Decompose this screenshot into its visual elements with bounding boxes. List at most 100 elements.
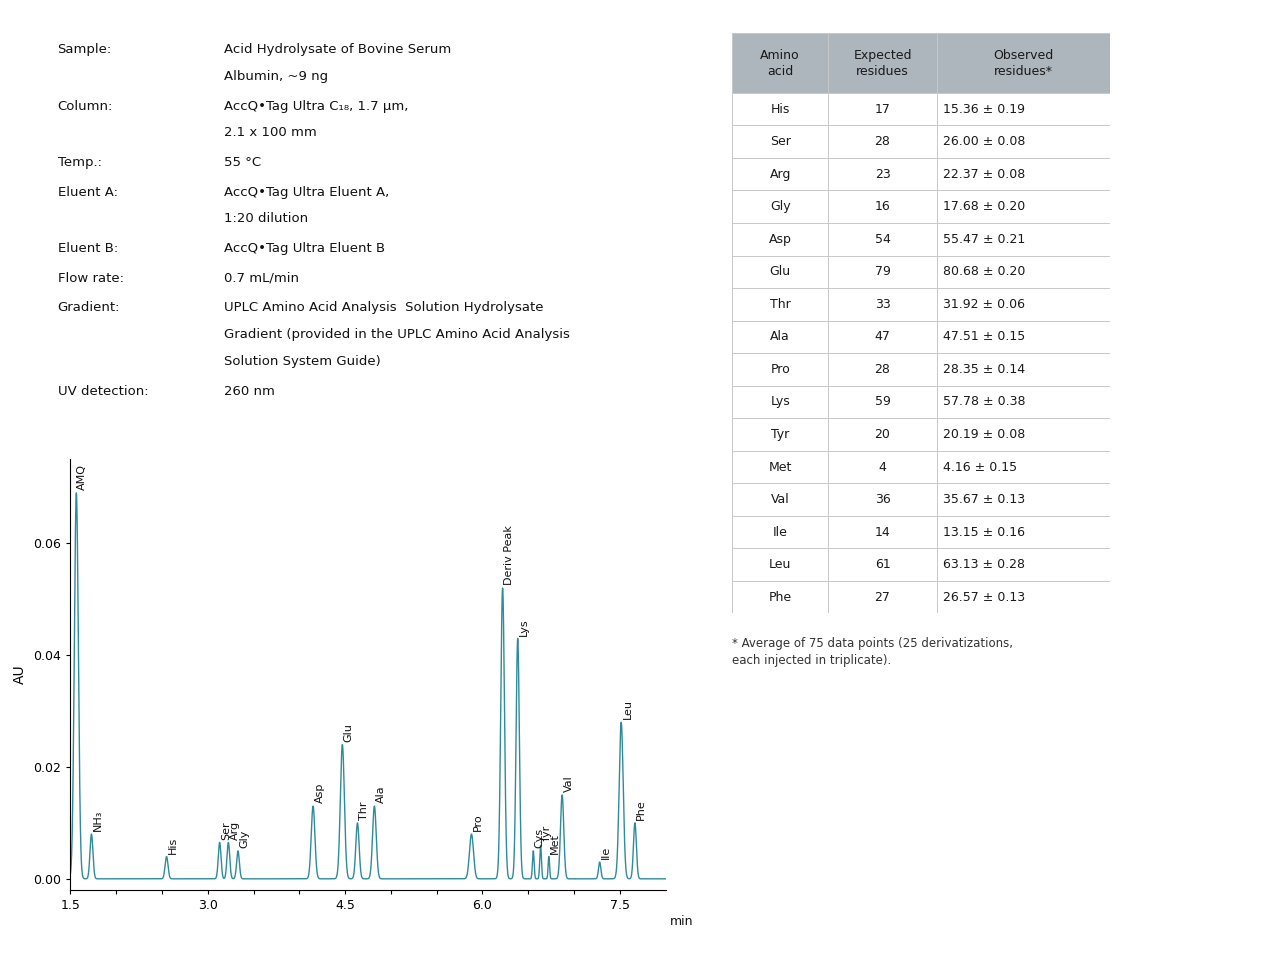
Bar xyxy=(828,548,937,581)
Text: AccQ•Tag Ultra Eluent B: AccQ•Tag Ultra Eluent B xyxy=(224,242,385,256)
Text: Met: Met xyxy=(768,460,792,474)
Text: 61: 61 xyxy=(874,558,891,571)
Text: Gradient:: Gradient: xyxy=(58,301,120,315)
Bar xyxy=(937,581,1110,613)
Text: 35.67 ± 0.13: 35.67 ± 0.13 xyxy=(943,493,1025,506)
Text: 36: 36 xyxy=(874,493,891,506)
Text: Ser: Ser xyxy=(769,135,791,148)
Bar xyxy=(732,158,828,190)
Bar xyxy=(828,353,937,386)
Text: Ala: Ala xyxy=(376,786,385,803)
Text: Acid Hydrolysate of Bovine Serum: Acid Hydrolysate of Bovine Serum xyxy=(224,43,452,56)
Text: Amino
acid: Amino acid xyxy=(760,49,800,78)
Bar xyxy=(732,451,828,483)
Bar xyxy=(828,483,937,516)
Text: His: His xyxy=(168,836,178,854)
Text: Gly: Gly xyxy=(769,200,791,213)
Bar xyxy=(732,353,828,386)
Text: Expected
residues: Expected residues xyxy=(854,49,911,78)
Text: 1:20 dilution: 1:20 dilution xyxy=(224,212,308,226)
Bar xyxy=(732,190,828,223)
Bar xyxy=(937,190,1110,223)
Text: 15.36 ± 0.19: 15.36 ± 0.19 xyxy=(943,102,1025,116)
Bar xyxy=(828,418,937,451)
Text: 0.7 mL/min: 0.7 mL/min xyxy=(224,272,300,285)
Text: 22.37 ± 0.08: 22.37 ± 0.08 xyxy=(943,167,1025,181)
Text: 260 nm: 260 nm xyxy=(224,385,275,398)
Bar xyxy=(828,256,937,288)
Bar xyxy=(937,158,1110,190)
Bar xyxy=(828,581,937,613)
Bar xyxy=(828,288,937,321)
Text: Val: Val xyxy=(771,493,790,506)
Bar xyxy=(828,93,937,125)
Text: min: min xyxy=(671,915,694,928)
Bar xyxy=(828,190,937,223)
Text: 4: 4 xyxy=(878,460,887,474)
Text: Glu: Glu xyxy=(769,265,791,278)
Bar xyxy=(732,516,828,548)
Text: Lys: Lys xyxy=(771,395,790,409)
Text: 28: 28 xyxy=(874,135,891,148)
Text: UV detection:: UV detection: xyxy=(58,385,148,398)
Text: Observed
residues*: Observed residues* xyxy=(993,49,1053,78)
Text: Lys: Lys xyxy=(520,618,529,635)
Text: Gly: Gly xyxy=(239,830,250,848)
Text: 26.57 ± 0.13: 26.57 ± 0.13 xyxy=(943,590,1025,604)
Text: Eluent B:: Eluent B: xyxy=(58,242,118,256)
Bar xyxy=(937,386,1110,418)
Text: Eluent A:: Eluent A: xyxy=(58,186,118,199)
Text: Thr: Thr xyxy=(769,298,791,311)
Text: 13.15 ± 0.16: 13.15 ± 0.16 xyxy=(943,525,1025,539)
Bar xyxy=(937,451,1110,483)
Text: Phe: Phe xyxy=(636,799,646,820)
Text: 2.1 x 100 mm: 2.1 x 100 mm xyxy=(224,126,316,140)
Text: 80.68 ± 0.20: 80.68 ± 0.20 xyxy=(943,265,1025,278)
Text: Albumin, ~9 ng: Albumin, ~9 ng xyxy=(224,70,328,83)
Text: 28: 28 xyxy=(874,363,891,376)
Bar xyxy=(937,223,1110,256)
Bar xyxy=(937,288,1110,321)
Text: 27: 27 xyxy=(874,590,891,604)
Text: Flow rate:: Flow rate: xyxy=(58,272,124,285)
Text: Leu: Leu xyxy=(622,700,632,720)
Text: AMQ: AMQ xyxy=(77,464,87,490)
Bar xyxy=(828,125,937,158)
Text: Glu: Glu xyxy=(344,723,353,742)
Text: His: His xyxy=(771,102,790,116)
Text: Tyr: Tyr xyxy=(541,826,552,842)
Text: 79: 79 xyxy=(874,265,891,278)
Bar xyxy=(732,321,828,353)
Text: Met: Met xyxy=(550,833,559,854)
Text: Temp.:: Temp.: xyxy=(58,156,101,169)
Text: 47.51 ± 0.15: 47.51 ± 0.15 xyxy=(943,330,1025,344)
Text: Ile: Ile xyxy=(602,846,611,859)
Bar xyxy=(732,256,828,288)
Text: 55.47 ± 0.21: 55.47 ± 0.21 xyxy=(943,233,1025,246)
Y-axis label: AU: AU xyxy=(13,665,27,684)
Text: UPLC Amino Acid Analysis  Solution Hydrolysate: UPLC Amino Acid Analysis Solution Hydrol… xyxy=(224,301,544,315)
Bar xyxy=(937,353,1110,386)
Bar xyxy=(828,321,937,353)
Bar xyxy=(937,33,1110,93)
Bar xyxy=(828,516,937,548)
Text: Ile: Ile xyxy=(773,525,787,539)
Bar xyxy=(732,483,828,516)
Bar xyxy=(732,125,828,158)
Text: 17: 17 xyxy=(874,102,891,116)
Text: Thr: Thr xyxy=(358,802,369,820)
Bar xyxy=(937,93,1110,125)
Text: Ser: Ser xyxy=(221,821,230,839)
Text: Arg: Arg xyxy=(229,820,239,839)
Bar xyxy=(732,548,828,581)
Text: 4.16 ± 0.15: 4.16 ± 0.15 xyxy=(943,460,1018,474)
Text: Cys: Cys xyxy=(534,828,544,848)
Bar xyxy=(937,256,1110,288)
Bar xyxy=(828,386,937,418)
Text: Solution System Guide): Solution System Guide) xyxy=(224,355,380,368)
Text: Leu: Leu xyxy=(769,558,791,571)
Bar xyxy=(732,223,828,256)
Text: Pro: Pro xyxy=(771,363,790,376)
Text: 14: 14 xyxy=(874,525,891,539)
Text: Sample:: Sample: xyxy=(58,43,111,56)
